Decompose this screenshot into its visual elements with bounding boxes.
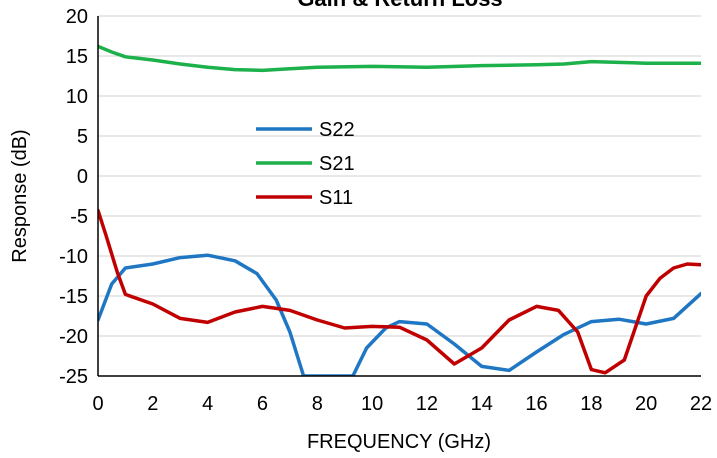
x-tick-label: 22 <box>690 393 712 415</box>
x-tick-label: 20 <box>635 393 657 415</box>
y-tick-label: -15 <box>59 286 88 308</box>
chart-title: Gain & Return Loss <box>297 0 502 11</box>
y-tick-labels: -25 -20 -15 -10 -5 0 5 10 15 20 <box>59 6 88 388</box>
x-tick-label: 16 <box>525 393 547 415</box>
y-tick-label: -20 <box>59 326 88 348</box>
series-line-s21 <box>98 44 701 73</box>
x-tick-label: 14 <box>471 393 493 415</box>
y-tick-label: 15 <box>66 46 88 68</box>
x-tick-label: 12 <box>416 393 438 415</box>
y-tick-label: -5 <box>70 206 88 228</box>
series-lines <box>98 44 701 376</box>
x-tick-label: 18 <box>580 393 602 415</box>
legend: S22 S21 S11 <box>256 119 355 209</box>
y-tick-label: -10 <box>59 246 88 268</box>
x-tick-label: 10 <box>361 393 383 415</box>
y-tick-label: 20 <box>66 6 88 28</box>
series-line-s22 <box>98 253 701 376</box>
x-tick-label: 4 <box>202 393 213 415</box>
y-tick-label: 5 <box>77 126 88 148</box>
y-tick-label: 10 <box>66 86 88 108</box>
x-tick-labels: 0 2 4 6 8 10 12 14 16 18 20 22 <box>92 393 712 415</box>
x-tick-label: 8 <box>312 393 323 415</box>
legend-label: S11 <box>319 187 353 209</box>
x-tick-label: 0 <box>92 393 103 415</box>
series-line-s11 <box>98 208 701 375</box>
x-tick-label: 2 <box>147 393 158 415</box>
x-axis-title: FREQUENCY (GHz) <box>307 431 491 453</box>
x-tick-label: 6 <box>257 393 268 415</box>
y-tick-label: -25 <box>59 366 88 388</box>
y-tick-label: 0 <box>77 166 88 188</box>
legend-label: S22 <box>319 119 355 141</box>
axes <box>97 16 701 377</box>
y-axis-title: Response (dB) <box>9 129 31 262</box>
legend-label: S21 <box>319 153 355 175</box>
